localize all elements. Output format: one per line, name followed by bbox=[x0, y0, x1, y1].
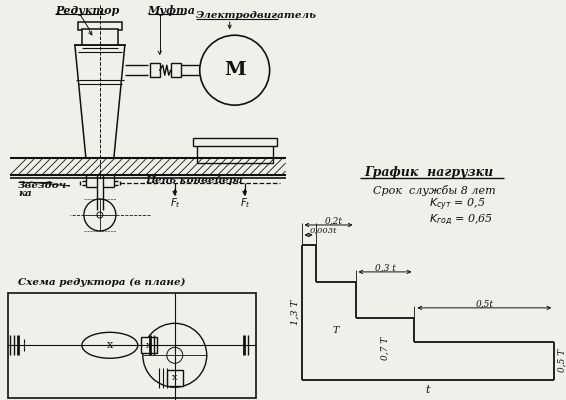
Text: ка: ка bbox=[18, 188, 32, 198]
Text: $F_t$: $F_t$ bbox=[240, 196, 251, 210]
Text: 0,3 t: 0,3 t bbox=[375, 264, 396, 272]
Text: 0,2t: 0,2t bbox=[324, 216, 342, 226]
Bar bbox=[141, 337, 157, 353]
Text: График  нагрузки: График нагрузки bbox=[365, 166, 494, 178]
Text: М: М bbox=[224, 61, 246, 79]
Bar bbox=[150, 63, 160, 77]
Bar bbox=[82, 29, 118, 45]
Text: x: x bbox=[107, 340, 113, 350]
Circle shape bbox=[200, 35, 269, 105]
Bar bbox=[78, 22, 122, 30]
Text: x: x bbox=[172, 373, 178, 382]
Bar bbox=[171, 63, 181, 77]
Text: 0,5t: 0,5t bbox=[475, 299, 494, 308]
Text: Схема редуктора (в плане): Схема редуктора (в плане) bbox=[18, 278, 186, 287]
Text: Срок  службы 8 лет: Срок службы 8 лет bbox=[373, 184, 496, 196]
Bar bbox=[8, 293, 256, 398]
Text: $K_{сут}$ = 0,5: $K_{сут}$ = 0,5 bbox=[430, 197, 486, 213]
Text: $F_t$: $F_t$ bbox=[170, 196, 181, 210]
Text: $K_{год}$ = 0,65: $K_{год}$ = 0,65 bbox=[430, 213, 494, 227]
Text: Электродвигатель: Электродвигатель bbox=[196, 11, 317, 20]
Bar bbox=[167, 370, 183, 386]
Circle shape bbox=[143, 323, 207, 387]
Text: 0,5 Т: 0,5 Т bbox=[558, 349, 566, 372]
Text: t: t bbox=[426, 385, 430, 395]
Ellipse shape bbox=[82, 332, 138, 358]
Text: 1,3 Т: 1,3 Т bbox=[291, 300, 300, 325]
Text: 0,7 Т: 0,7 Т bbox=[380, 337, 389, 360]
Text: Редуктор: Редуктор bbox=[55, 5, 119, 16]
Polygon shape bbox=[75, 45, 125, 158]
Text: Т: Т bbox=[332, 326, 339, 335]
Bar bbox=[193, 138, 277, 146]
Text: x: x bbox=[146, 341, 152, 350]
Text: Цепь конвейера: Цепь конвейера bbox=[145, 175, 243, 185]
Text: Муфта: Муфта bbox=[148, 5, 196, 16]
Text: 0,003t: 0,003t bbox=[310, 227, 337, 235]
Bar bbox=[197, 143, 273, 163]
Text: Звездоч-: Звездоч- bbox=[18, 180, 71, 190]
